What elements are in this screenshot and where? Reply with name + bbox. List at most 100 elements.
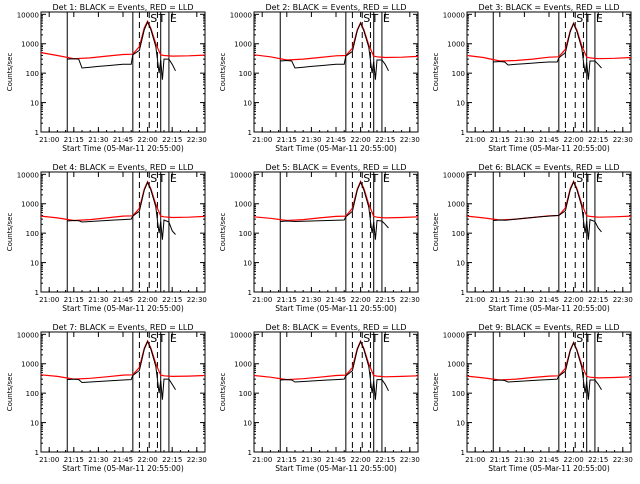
y-tick-label: 10000 bbox=[230, 11, 252, 19]
x-tick-label: 21:00 bbox=[39, 136, 59, 144]
time-marker-label: E bbox=[383, 12, 390, 25]
lld-series-line bbox=[253, 180, 419, 222]
x-axis-label: Start Time (05-Mar-11 20:55:00) bbox=[488, 144, 610, 153]
time-marker-label: S bbox=[363, 172, 370, 185]
y-tick-label: 1000 bbox=[21, 201, 39, 209]
y-tick-label: 10 bbox=[243, 420, 252, 428]
x-tick-label: 22:30 bbox=[187, 136, 207, 144]
panel-title: Det 7: BLACK = Events, RED = LLD bbox=[53, 323, 194, 332]
y-tick-label: 10 bbox=[243, 100, 252, 108]
x-tick-label: 22:00 bbox=[564, 136, 584, 144]
time-marker-label: T bbox=[583, 172, 591, 185]
y-tick-label: 1 bbox=[248, 449, 252, 457]
detector-panel: Det 9: BLACK = Events, RED = LLD 1 10 100 10… bbox=[432, 323, 633, 473]
lld-series-line bbox=[40, 180, 206, 222]
events-series-line bbox=[67, 20, 176, 80]
y-axis-label: Counts/sec bbox=[6, 213, 14, 252]
y-tick-label: 1000 bbox=[447, 201, 465, 209]
x-tick-label: 21:00 bbox=[39, 456, 59, 464]
events-series-line bbox=[67, 181, 176, 240]
y-axis-label: Counts/sec bbox=[432, 373, 440, 412]
x-axis-label: Start Time (05-Mar-11 20:55:00) bbox=[62, 144, 184, 153]
y-tick-label: 10000 bbox=[17, 331, 39, 339]
x-tick-label: 21:00 bbox=[39, 296, 59, 304]
x-axis-label: Start Time (05-Mar-11 20:55:00) bbox=[62, 464, 184, 473]
panel-title: Det 5: BLACK = Events, RED = LLD bbox=[266, 163, 407, 172]
panel-title: Det 2: BLACK = Events, RED = LLD bbox=[266, 3, 407, 12]
events-series-line bbox=[67, 340, 176, 400]
y-tick-label: 100 bbox=[239, 390, 252, 398]
time-marker-label: S bbox=[150, 172, 157, 185]
y-tick-label: 10000 bbox=[17, 11, 39, 19]
x-tick-label: 22:15 bbox=[162, 136, 182, 144]
y-tick-label: 10000 bbox=[230, 331, 252, 339]
lld-series-line bbox=[466, 340, 632, 381]
x-tick-label: 22:15 bbox=[588, 136, 608, 144]
time-marker-label: S bbox=[576, 332, 583, 345]
y-axis-label: Counts/sec bbox=[432, 53, 440, 92]
x-tick-label: 22:15 bbox=[588, 296, 608, 304]
x-tick-label: 21:45 bbox=[113, 456, 133, 464]
x-tick-label: 21:45 bbox=[539, 296, 559, 304]
plot-frame bbox=[40, 171, 206, 293]
y-tick-label: 1 bbox=[35, 449, 39, 457]
time-marker-label: T bbox=[370, 172, 378, 185]
plot-frame bbox=[466, 11, 632, 133]
lld-series-line bbox=[40, 19, 206, 60]
lld-series-line bbox=[40, 339, 206, 380]
y-tick-label: 100 bbox=[239, 230, 252, 238]
x-tick-label: 21:15 bbox=[64, 136, 84, 144]
detector-panel: Det 4: BLACK = Events, RED = LLD 1 10 100 10… bbox=[6, 163, 207, 313]
x-tick-label: 22:15 bbox=[162, 456, 182, 464]
x-tick-label: 22:30 bbox=[400, 456, 420, 464]
panel-title: Det 4: BLACK = Events, RED = LLD bbox=[53, 163, 194, 172]
detector-panel: Det 7: BLACK = Events, RED = LLD 1 10 100 10… bbox=[6, 323, 207, 473]
time-marker-label: T bbox=[583, 12, 591, 25]
y-tick-label: 100 bbox=[452, 390, 465, 398]
plot-frame bbox=[253, 11, 419, 133]
x-tick-label: 21:15 bbox=[490, 456, 510, 464]
plot-frame bbox=[40, 11, 206, 133]
x-tick-label: 21:30 bbox=[88, 456, 108, 464]
plot-frame bbox=[466, 171, 632, 293]
y-tick-label: 100 bbox=[452, 230, 465, 238]
detector-panel: Det 8: BLACK = Events, RED = LLD 1 10 100 10… bbox=[219, 323, 420, 473]
plot-frame bbox=[40, 331, 206, 453]
time-marker-label: T bbox=[157, 332, 165, 345]
y-tick-label: 10 bbox=[30, 420, 39, 428]
time-marker-label: E bbox=[170, 12, 177, 25]
events-series-line bbox=[493, 22, 602, 80]
y-tick-label: 10 bbox=[30, 260, 39, 268]
x-tick-label: 22:30 bbox=[400, 296, 420, 304]
y-tick-label: 1000 bbox=[447, 41, 465, 49]
x-tick-label: 22:15 bbox=[375, 296, 395, 304]
x-tick-label: 21:45 bbox=[539, 456, 559, 464]
time-marker-label: T bbox=[157, 172, 165, 185]
panel-title: Det 9: BLACK = Events, RED = LLD bbox=[479, 323, 620, 332]
x-tick-label: 22:00 bbox=[138, 456, 158, 464]
x-tick-label: 22:30 bbox=[187, 456, 207, 464]
x-tick-label: 21:15 bbox=[64, 296, 84, 304]
x-tick-label: 21:00 bbox=[252, 136, 272, 144]
time-marker-label: S bbox=[363, 12, 370, 25]
x-axis-label: Start Time (05-Mar-11 20:55:00) bbox=[62, 304, 184, 313]
y-axis-label: Counts/sec bbox=[6, 53, 14, 92]
y-tick-label: 100 bbox=[26, 70, 39, 78]
x-axis-label: Start Time (05-Mar-11 20:55:00) bbox=[488, 304, 610, 313]
time-marker-label: S bbox=[576, 12, 583, 25]
y-tick-label: 10000 bbox=[17, 171, 39, 179]
x-tick-label: 21:45 bbox=[113, 136, 133, 144]
detector-panel: Det 2: BLACK = Events, RED = LLD 1 10 100 10… bbox=[219, 3, 420, 153]
y-tick-label: 10 bbox=[456, 260, 465, 268]
y-tick-label: 100 bbox=[26, 230, 39, 238]
x-tick-label: 22:30 bbox=[613, 296, 633, 304]
time-marker-label: E bbox=[596, 12, 603, 25]
time-marker-label: E bbox=[596, 332, 603, 345]
y-tick-label: 1000 bbox=[234, 361, 252, 369]
y-tick-label: 1 bbox=[461, 129, 465, 137]
lld-series-line bbox=[253, 339, 419, 381]
events-series-line bbox=[493, 341, 602, 400]
x-axis-label: Start Time (05-Mar-11 20:55:00) bbox=[275, 304, 397, 313]
y-axis-label: Counts/sec bbox=[219, 373, 227, 412]
